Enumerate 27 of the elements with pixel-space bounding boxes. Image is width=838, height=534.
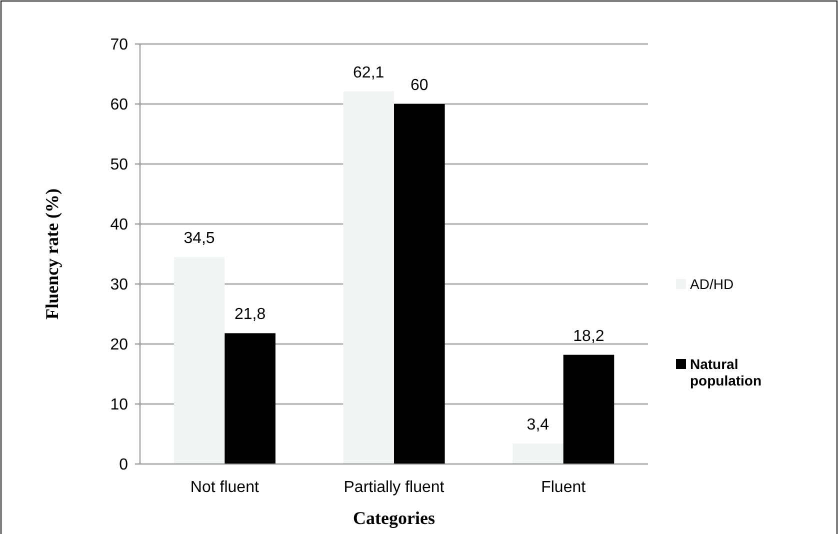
y-tick-label: 50 <box>110 156 128 174</box>
bar <box>224 333 276 464</box>
y-tick-label: 40 <box>110 216 128 234</box>
data-label: 18,2 <box>573 328 604 345</box>
y-tick-label: 20 <box>110 336 128 354</box>
data-label: 21,8 <box>234 306 266 324</box>
data-label: 34,5 <box>184 230 215 247</box>
bar <box>343 91 394 464</box>
x-axis-title: Categories <box>353 508 435 528</box>
data-label: 62,1 <box>353 64 384 82</box>
data-label: 3,4 <box>526 416 550 434</box>
y-tick-label: 30 <box>110 276 128 294</box>
data-label: 60 <box>410 77 428 94</box>
bar <box>394 104 445 464</box>
bar <box>174 257 225 464</box>
x-tick-label: Partially fluent <box>344 479 445 496</box>
bar <box>563 354 614 464</box>
legend-label: Natural population <box>690 356 762 389</box>
y-tick-label: 0 <box>119 456 128 474</box>
y-tick-label: 10 <box>110 396 128 414</box>
y-axis-title: Fluency rate (%) <box>42 188 62 320</box>
x-tick-label: Not fluent <box>190 479 260 496</box>
legend-label: AD/HD <box>690 276 734 292</box>
y-tick-label: 70 <box>110 36 128 54</box>
x-tick-label: Fluent <box>541 479 586 496</box>
bar <box>512 444 564 464</box>
y-tick-label: 60 <box>110 96 128 114</box>
